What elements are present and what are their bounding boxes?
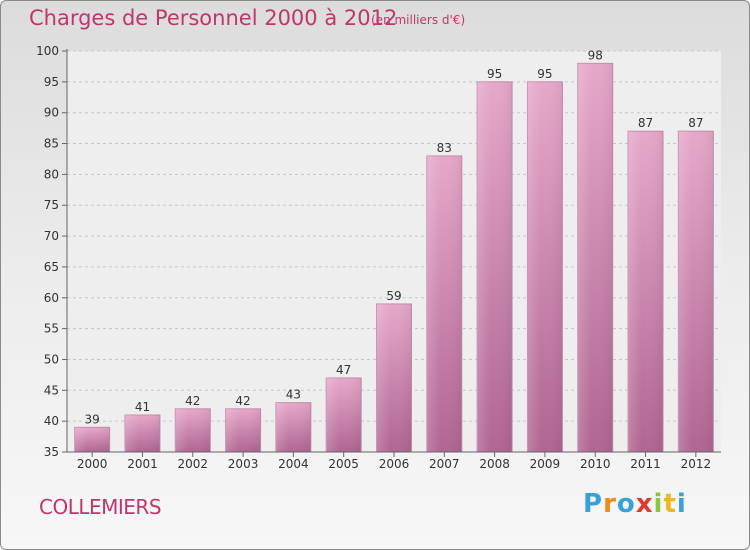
x-tick-label: 2008 (479, 457, 510, 471)
bar-shine (426, 155, 462, 452)
data-label: 39 (85, 412, 100, 426)
logo-letter: P (583, 489, 604, 519)
x-tick-label: 2010 (580, 457, 611, 471)
x-tick-label: 2009 (530, 457, 561, 471)
data-label: 41 (135, 400, 150, 414)
data-label: 47 (336, 363, 351, 377)
bar-shine (477, 81, 513, 452)
x-tick-label: 2004 (278, 457, 309, 471)
data-label: 95 (487, 67, 502, 81)
y-tick-label: 90 (44, 106, 59, 120)
bar-shine (175, 408, 211, 452)
bar-shine (326, 377, 362, 452)
bar-shine (527, 81, 563, 452)
y-tick-label: 45 (44, 383, 59, 397)
y-tick-label: 75 (44, 198, 59, 212)
chart-subtitle: (en milliers d'€) (371, 13, 466, 27)
y-tick-label: 60 (44, 291, 59, 305)
bar-shine (74, 427, 110, 452)
x-tick-label: 2003 (228, 457, 259, 471)
data-label: 43 (286, 388, 301, 402)
data-label: 87 (688, 116, 703, 130)
y-tick-label: 35 (44, 445, 59, 459)
logo-letter: o (616, 489, 636, 519)
proxiti-logo[interactable]: Proxiti (583, 489, 687, 519)
data-label: 95 (537, 67, 552, 81)
y-tick-label: 65 (44, 260, 59, 274)
x-tick-label: 2001 (127, 457, 158, 471)
bar-shine (628, 131, 664, 452)
data-label: 87 (638, 116, 653, 130)
data-label: 59 (386, 289, 401, 303)
data-label: 98 (588, 48, 603, 62)
y-tick-label: 55 (44, 322, 59, 336)
y-tick-label: 100 (36, 44, 59, 58)
y-tick-label: 40 (44, 414, 59, 428)
x-tick-label: 2000 (77, 457, 108, 471)
bar-shine (376, 303, 412, 452)
logo-letter: r (603, 489, 617, 519)
data-label: 83 (437, 141, 452, 155)
logo-letter: t (663, 489, 677, 519)
logo-letter: x (635, 489, 654, 519)
chart-title: Charges de Personnel 2000 à 2012 (29, 6, 398, 30)
data-label: 42 (185, 394, 200, 408)
logo-letter: i (676, 489, 687, 519)
bar-shine (275, 402, 311, 452)
y-tick-label: 50 (44, 352, 59, 366)
bar-shine (225, 408, 261, 452)
y-tick-label: 95 (44, 75, 59, 89)
x-tick-label: 2007 (429, 457, 460, 471)
commune-name: COLLEMIERS (39, 495, 162, 519)
y-tick-label: 85 (44, 137, 59, 151)
x-tick-label: 2006 (379, 457, 410, 471)
x-tick-label: 2011 (630, 457, 661, 471)
bar-shine (678, 131, 714, 452)
bar-shine (124, 414, 160, 452)
bar-shine (577, 63, 613, 452)
y-tick-label: 70 (44, 229, 59, 243)
data-label: 42 (235, 394, 250, 408)
logo-letter: i (653, 489, 664, 519)
x-tick-label: 2002 (177, 457, 208, 471)
y-tick-label: 80 (44, 167, 59, 181)
x-tick-label: 2005 (328, 457, 359, 471)
x-tick-label: 2012 (681, 457, 712, 471)
